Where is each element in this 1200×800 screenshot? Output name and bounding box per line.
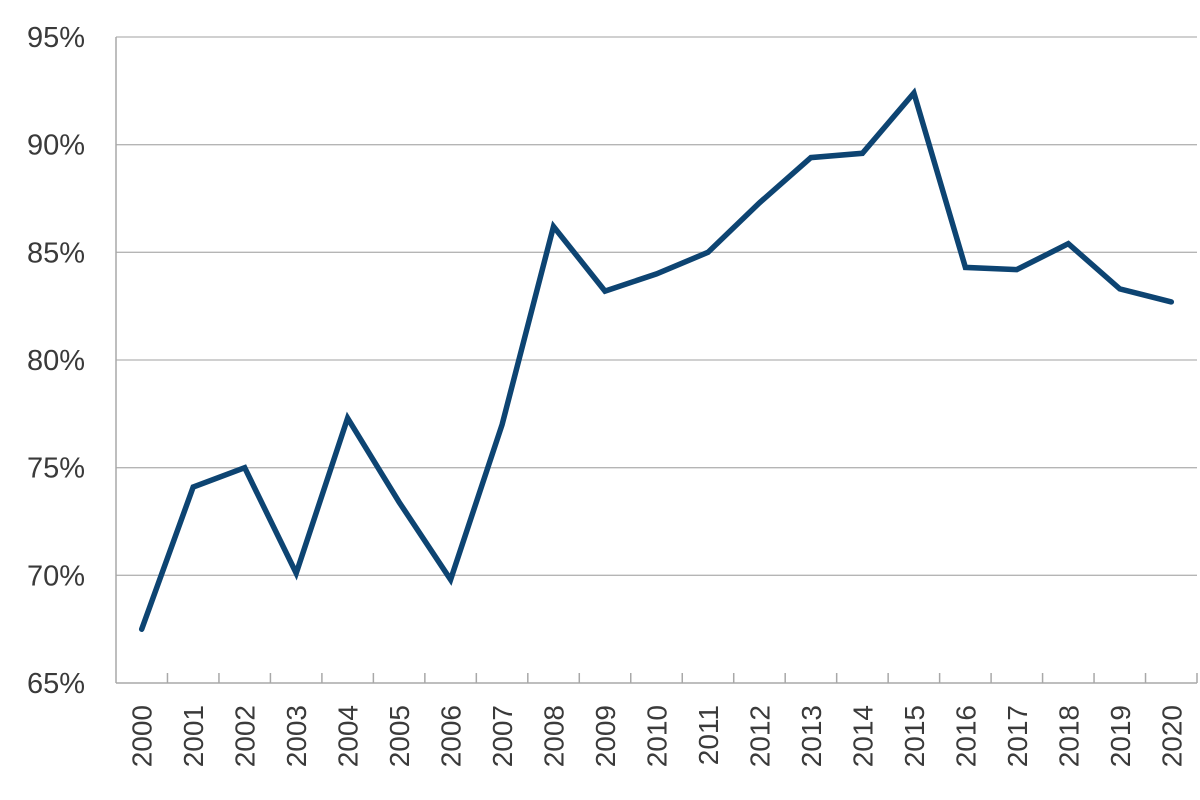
x-tick-label: 2001 [178, 705, 209, 767]
x-tick-label: 2020 [1156, 705, 1187, 767]
y-tick-label: 90% [27, 130, 85, 162]
x-tick-label: 2012 [744, 705, 775, 767]
x-tick-label: 2019 [1105, 705, 1136, 767]
x-tick-label: 2018 [1053, 705, 1084, 767]
x-tick-label: 2005 [384, 705, 415, 767]
y-axis-tick-labels: 65% 70% 75% 80% 85% 90% 95% [27, 22, 85, 700]
y-tick-label: 80% [27, 345, 85, 377]
x-tick-label: 2011 [693, 705, 724, 765]
x-tick-label: 2010 [642, 705, 673, 767]
y-tick-label: 70% [27, 560, 85, 592]
x-tick-label: 2008 [539, 705, 570, 767]
x-tick-label: 2002 [230, 705, 261, 767]
y-tick-label: 65% [27, 668, 85, 700]
x-tick-label: 2006 [436, 705, 467, 767]
y-tick-label: 95% [27, 22, 85, 54]
x-tick-label: 2017 [1002, 705, 1033, 767]
x-tick-label: 2007 [487, 705, 518, 767]
x-tick-label: 2013 [796, 705, 827, 767]
x-axis-tick-labels: 2000 2001 2002 2003 2004 2005 2006 2007 2008 2009… [127, 705, 1188, 767]
x-axis-ticks [166, 673, 1198, 683]
series-line [138, 87, 1175, 632]
y-tick-label: 85% [27, 237, 85, 269]
x-tick-label: 2016 [950, 705, 981, 767]
x-tick-label: 2014 [847, 705, 878, 767]
x-tick-label: 2004 [333, 705, 364, 767]
x-tick-label: 2003 [281, 705, 312, 767]
x-tick-label: 2009 [590, 705, 621, 767]
y-tick-label: 75% [27, 453, 85, 485]
x-tick-label: 2000 [127, 705, 158, 767]
x-tick-label: 2015 [899, 705, 930, 767]
y-gridlines [116, 36, 1197, 576]
data-series [138, 87, 1175, 632]
axes [115, 37, 1197, 684]
